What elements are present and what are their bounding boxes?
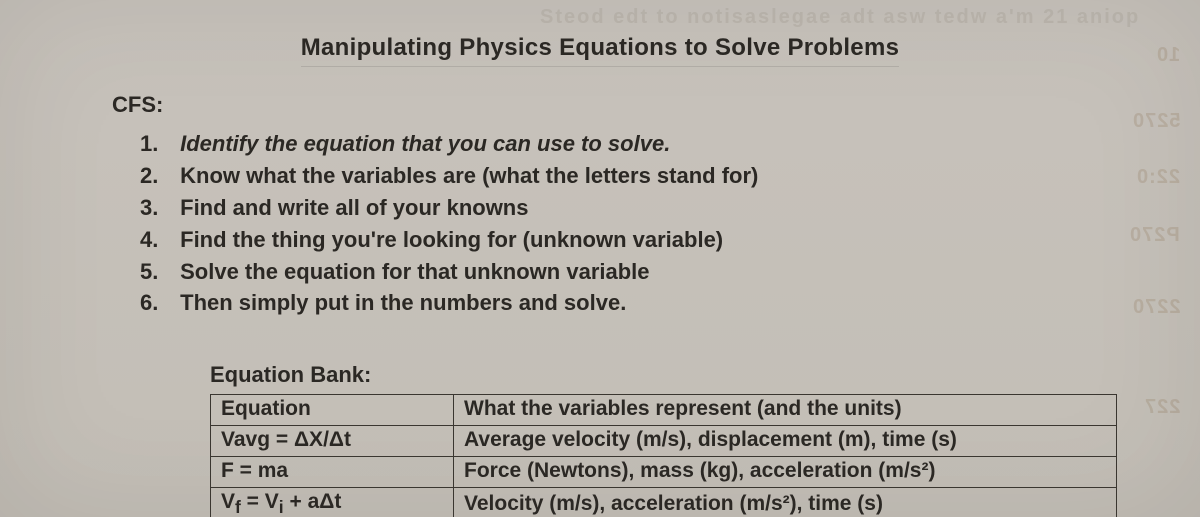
table-header-row: Equation What the variables represent (a… [211, 395, 1117, 426]
equation-bank-table: Equation What the variables represent (a… [210, 394, 1117, 517]
cfs-label: CFS: [112, 92, 163, 118]
step-4: 4. Find the thing you're looking for (un… [140, 224, 758, 256]
eq-cell-vavg: Vavg = ΔX/Δt [211, 426, 454, 457]
page-title: Manipulating Physics Equations to Solve … [0, 34, 1200, 67]
equation-bank-title: Equation Bank: [210, 362, 1117, 388]
page-title-text: Manipulating Physics Equations to Solve … [301, 34, 900, 67]
step-3-text: Find and write all of your knowns [180, 195, 528, 220]
step-2: 2. Know what the variables are (what the… [140, 160, 758, 192]
bleed-mark: 227 [1144, 396, 1180, 419]
header-description: What the variables represent (and the un… [454, 395, 1117, 426]
bleed-mark: 22:0 [1136, 166, 1180, 189]
step-6-text: Then simply put in the numbers and solve… [180, 290, 626, 315]
steps-list: 1. Identify the equation that you can us… [140, 128, 758, 319]
step-1-text: Identify the equation that you can use t… [180, 131, 670, 156]
desc-cell-vf: Velocity (m/s), acceleration (m/s²), tim… [454, 488, 1117, 517]
table-row: Vf = Vi + aΔt Velocity (m/s), accelerati… [211, 488, 1117, 517]
equation-bank: Equation Bank: Equation What the variabl… [210, 362, 1117, 517]
step-2-text: Know what the variables are (what the le… [180, 163, 758, 188]
bleed-mark: 10 [1156, 44, 1180, 67]
step-5: 5. Solve the equation for that unknown v… [140, 256, 758, 288]
table-row: F = ma Force (Newtons), mass (kg), accel… [211, 457, 1117, 488]
header-equation: Equation [211, 395, 454, 426]
ghost-top-text: Steod edt to notisaslegae adt asw tedw a… [540, 6, 1140, 29]
step-1-num: 1. [140, 128, 174, 160]
step-6: 6. Then simply put in the numbers and so… [140, 287, 758, 319]
step-5-num: 5. [140, 256, 174, 288]
bleed-mark: 2270 [1132, 296, 1181, 319]
eq-cell-vf: Vf = Vi + aΔt [211, 488, 454, 517]
bleed-mark: 5270 [1132, 110, 1181, 133]
table-row: Vavg = ΔX/Δt Average velocity (m/s), dis… [211, 426, 1117, 457]
step-5-text: Solve the equation for that unknown vari… [180, 259, 649, 284]
step-3: 3. Find and write all of your knowns [140, 192, 758, 224]
step-6-num: 6. [140, 287, 174, 319]
eq-cell-fma: F = ma [211, 457, 454, 488]
worksheet-page: Steod edt to notisaslegae adt asw tedw a… [0, 0, 1200, 517]
step-2-num: 2. [140, 160, 174, 192]
bleed-mark: P270 [1129, 224, 1180, 247]
step-3-num: 3. [140, 192, 174, 224]
desc-cell-fma: Force (Newtons), mass (kg), acceleration… [454, 457, 1117, 488]
step-1: 1. Identify the equation that you can us… [140, 128, 758, 160]
desc-cell-vavg: Average velocity (m/s), displacement (m)… [454, 426, 1117, 457]
step-4-text: Find the thing you're looking for (unkno… [180, 227, 723, 252]
step-4-num: 4. [140, 224, 174, 256]
